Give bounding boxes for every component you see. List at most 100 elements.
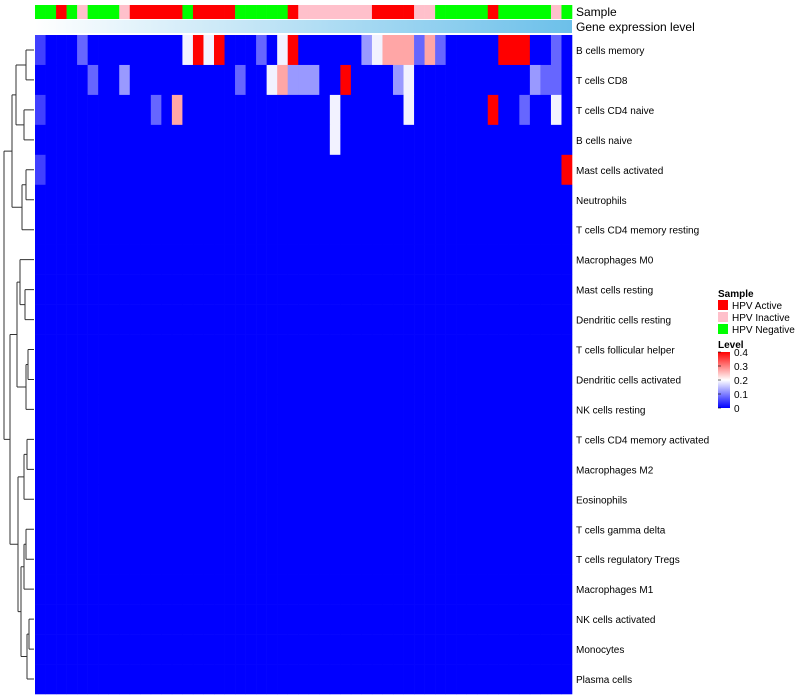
heatmap-cell: [161, 364, 173, 395]
heatmap-cell: [329, 64, 341, 96]
heatmap-cell: [192, 604, 204, 635]
sample-cell: [214, 5, 225, 19]
heatmap-cell: [161, 394, 173, 425]
heatmap-cell: [361, 64, 373, 96]
heatmap-cell: [435, 604, 446, 635]
sample-cell: [361, 5, 373, 19]
heatmap-cell: [87, 124, 99, 156]
heatmap-cell: [456, 514, 468, 545]
heatmap-cell: [77, 544, 88, 575]
heatmap-cell: [371, 274, 383, 305]
heatmap-cell: [466, 334, 478, 365]
heatmap-cell: [382, 334, 394, 365]
heatmap-cell: [77, 634, 88, 665]
heatmap-cell: [171, 514, 183, 545]
heatmap-cell: [256, 604, 267, 635]
heatmap-cell: [561, 304, 573, 335]
heatmap-cell: [192, 634, 204, 665]
heatmap-cell: [256, 35, 267, 66]
heatmap-cell: [456, 244, 468, 275]
heatmap-cell: [277, 214, 289, 245]
heatmap-cell: [150, 514, 162, 545]
heatmap-cell: [235, 604, 246, 635]
heatmap-cell: [519, 364, 531, 395]
heatmap-cell: [340, 604, 352, 635]
heatmap-cell: [487, 664, 499, 695]
heatmap-cell: [45, 244, 57, 275]
heatmap-cell: [266, 244, 278, 275]
heatmap-cell: [35, 364, 46, 395]
heatmap-cell: [245, 394, 257, 425]
dendrogram-branch: [3, 150, 12, 440]
heatmap-cell: [77, 124, 88, 156]
heatmap-cell: [108, 604, 120, 635]
sample-cell: [435, 5, 446, 19]
heatmap-cell: [498, 274, 510, 305]
heatmap-cell: [529, 634, 541, 665]
heatmap-cell: [45, 124, 57, 156]
heatmap-cell: [108, 124, 120, 156]
heatmap-cell: [277, 424, 289, 455]
heatmap-cell: [382, 574, 394, 605]
sample-cell: [340, 5, 352, 19]
heatmap-cell: [35, 274, 46, 305]
heatmap-cell: [403, 334, 415, 365]
heatmap-cell: [66, 484, 78, 515]
heatmap-cell: [445, 64, 457, 96]
heatmap-cell: [298, 664, 310, 695]
heatmap-cell: [414, 94, 425, 126]
heatmap-cell: [87, 244, 99, 275]
heatmap-cell: [224, 364, 236, 395]
heatmap-cell: [319, 124, 331, 156]
heatmap-cell: [224, 184, 236, 216]
heatmap-cell: [298, 124, 310, 156]
heatmap-cell: [550, 634, 562, 665]
heatmap-cell: [171, 154, 183, 186]
heatmap-cell: [477, 184, 489, 216]
heatmap-cell: [350, 64, 362, 96]
heatmap-cell: [287, 304, 299, 335]
heatmap-cell: [214, 664, 225, 695]
heatmap-cell: [45, 574, 57, 605]
heatmap-cell: [540, 514, 552, 545]
heatmap-cell: [550, 154, 562, 186]
heatmap-cell: [66, 64, 78, 96]
heatmap-cell: [424, 544, 436, 575]
heatmap-cell: [171, 634, 183, 665]
heatmap-cell: [435, 35, 446, 66]
heatmap-cell: [382, 124, 394, 156]
heatmap-cell: [340, 214, 352, 245]
heatmap-cell: [140, 304, 152, 335]
heatmap-cell: [224, 274, 236, 305]
dendrogram-branch: [26, 438, 34, 470]
heatmap-cell: [508, 484, 520, 515]
heatmap-cell: [182, 394, 194, 425]
heatmap-cell: [45, 154, 57, 186]
heatmap-cell: [424, 514, 436, 545]
heatmap-cell: [256, 514, 267, 545]
heatmap-cell: [256, 214, 267, 245]
heatmap-cell: [140, 514, 152, 545]
heatmap-cell: [456, 184, 468, 216]
heatmap-cell: [192, 334, 204, 365]
heatmap-cell: [66, 334, 78, 365]
heatmap-cell: [266, 454, 278, 485]
heatmap-cell: [266, 574, 278, 605]
sample-cell: [182, 5, 194, 19]
heatmap-cell: [245, 94, 257, 126]
heatmap-cell: [150, 484, 162, 515]
heatmap-cell: [45, 604, 57, 635]
heatmap-cell: [161, 94, 173, 126]
heatmap-cell: [98, 154, 110, 186]
colorbar: Level 0.4 0.3 0.2 0.1 0: [718, 340, 748, 415]
heatmap-cell: [140, 394, 152, 425]
sample-cell: [277, 5, 289, 19]
heatmap-cell: [498, 364, 510, 395]
heatmap-cell: [235, 634, 246, 665]
heatmap-cell: [298, 394, 310, 425]
heatmap-cell: [150, 274, 162, 305]
heatmap-cell: [508, 424, 520, 455]
heatmap-cell: [277, 634, 289, 665]
heatmap-cell: [98, 454, 110, 485]
heatmap-cell: [414, 64, 425, 96]
